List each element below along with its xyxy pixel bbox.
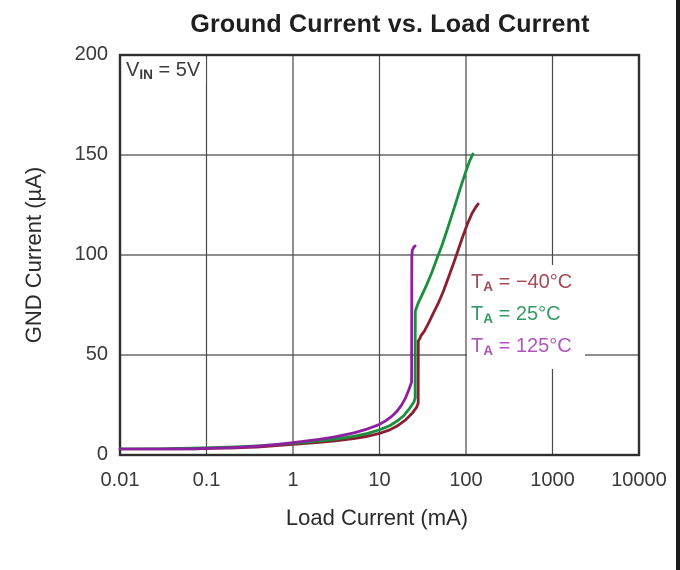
plot-frame bbox=[118, 53, 641, 457]
x-tick-label: 100 bbox=[449, 469, 483, 491]
legend-entry-text: T bbox=[471, 335, 484, 357]
legend-entry: TA = 25°C bbox=[471, 299, 583, 331]
x-tick-label: 1 bbox=[287, 469, 299, 491]
legend-entry-text: T bbox=[471, 271, 484, 293]
x-tick-label: 10000 bbox=[611, 469, 667, 491]
curve-ta-125-c bbox=[118, 244, 417, 451]
legend-entry-text: = 125°C bbox=[493, 335, 572, 357]
legend-entry-text: T bbox=[471, 303, 484, 325]
legend-entry-text: = −40°C bbox=[493, 271, 573, 293]
y-tick-label: 0 bbox=[96, 443, 108, 465]
y-tick-label: 100 bbox=[74, 243, 108, 265]
chart-title: Ground Current vs. Load Current bbox=[190, 10, 590, 38]
x-tick-label: 0.1 bbox=[192, 469, 221, 491]
legend-entry-text: A bbox=[483, 310, 494, 326]
curve-ta-25-c bbox=[118, 152, 475, 451]
x-tick-label: 0.01 bbox=[100, 469, 140, 491]
x-tick-label: 10 bbox=[368, 469, 391, 491]
screenshot-right-edge-artifact bbox=[676, 0, 680, 570]
y-tick-label: 200 bbox=[74, 43, 108, 65]
legend-entry-text: = 25°C bbox=[493, 303, 561, 325]
vin-annotation: VIN = 5V bbox=[124, 59, 207, 84]
vin-annotation-sub: IN bbox=[139, 66, 153, 82]
x-axis-title: Load Current (mA) bbox=[285, 505, 469, 530]
y-tick-label: 50 bbox=[85, 343, 108, 365]
y-tick-label: 150 bbox=[74, 143, 108, 165]
legend-entry-text: A bbox=[483, 342, 494, 358]
legend-entry: TA = 125°C bbox=[471, 331, 583, 363]
curve-ta-40-c bbox=[118, 202, 480, 451]
x-tick-label: 1000 bbox=[530, 469, 575, 491]
vin-annotation-rest: = 5V bbox=[152, 59, 201, 81]
legend-entry: TA = −40°C bbox=[471, 267, 583, 299]
vin-annotation-prefix: V bbox=[126, 59, 140, 81]
legend: TA = −40°C TA = 25°C TA = 125°C bbox=[467, 265, 585, 369]
legend-entry-text: A bbox=[483, 278, 494, 294]
